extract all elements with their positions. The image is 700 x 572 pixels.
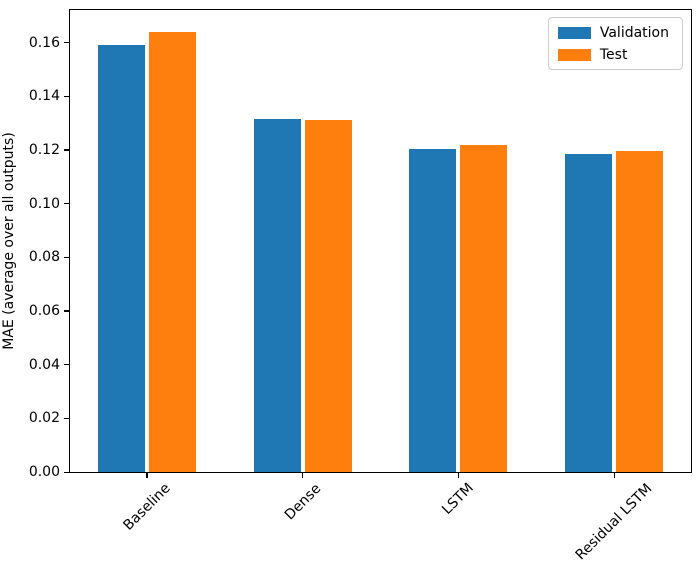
x-tick-mark	[457, 473, 460, 478]
bar-test-dense	[304, 120, 352, 472]
bar-test-lstm	[460, 144, 508, 472]
y-tick-mark	[64, 149, 69, 151]
x-tick-label-lstm: LSTM	[439, 480, 478, 518]
x-tick-label-baseline: Baseline	[120, 480, 174, 534]
y-tick-label: 0.08	[28, 249, 60, 266]
legend-swatch-validation	[557, 26, 591, 39]
x-tick-label-residual-lstm: Residual LSTM	[572, 480, 656, 564]
bar-test-baseline	[148, 31, 196, 472]
legend-label: Test	[599, 46, 628, 63]
bar-validation-lstm	[409, 148, 457, 472]
y-tick-mark	[64, 364, 69, 366]
legend-entry-validation: Validation	[557, 23, 673, 42]
legend-label: Validation	[599, 24, 669, 41]
y-tick-mark	[64, 95, 69, 98]
y-tick-mark	[64, 203, 69, 205]
y-tick-label: 0.12	[28, 141, 60, 158]
y-tick-label: 0.04	[28, 356, 60, 373]
x-tick-mark	[613, 473, 615, 478]
y-tick-label: 0.16	[28, 34, 60, 51]
y-tick-mark	[64, 471, 69, 473]
x-tick-label-dense: Dense	[281, 480, 324, 523]
y-tick-label: 0.10	[28, 195, 60, 212]
bar-validation-residual-lstm	[565, 153, 613, 472]
y-tick-mark	[64, 310, 69, 312]
y-tick-label: 0.02	[28, 410, 60, 427]
bar-validation-baseline	[97, 45, 145, 472]
bar-test-residual-lstm	[616, 151, 664, 472]
y-tick-label: 0.14	[28, 88, 60, 105]
x-tick-mark	[302, 473, 304, 478]
y-tick-mark	[64, 417, 69, 420]
y-tick-mark	[64, 42, 69, 44]
x-tick-mark	[146, 473, 148, 478]
legend-entry-test: Test	[557, 45, 673, 64]
bar-validation-dense	[253, 119, 301, 472]
legend-swatch-test	[557, 48, 591, 61]
y-tick-label: 0.00	[28, 464, 60, 480]
y-tick-mark	[64, 256, 69, 259]
y-tick-label: 0.06	[28, 302, 60, 319]
legend: Validation Test	[547, 17, 683, 70]
